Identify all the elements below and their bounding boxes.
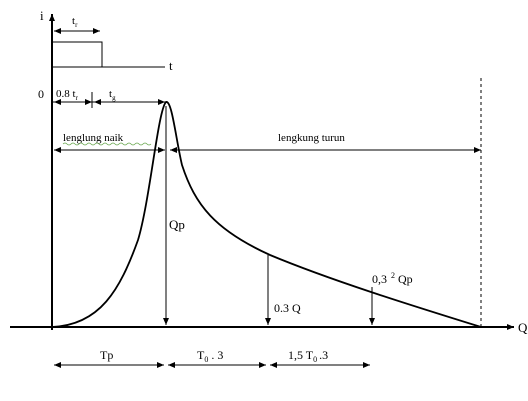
tp-label: Tp (100, 348, 113, 362)
rain-block (52, 41, 103, 67)
rising-limb-label: lenglung naik (63, 132, 124, 144)
hydrograph-curve (51, 101, 482, 328)
rising-limb-squiggle (62, 142, 152, 146)
tr-label: tr (72, 15, 78, 29)
peak-flow-label: Qp (169, 217, 185, 232)
q2-label: 0,3 2 Qp (372, 271, 413, 286)
tg-label: tg (109, 88, 116, 102)
falling-limb-label: lengkung turun (278, 132, 345, 144)
x-axis-label: Q (518, 320, 528, 335)
t15-label: 1,5 T0.3 (288, 348, 328, 364)
t03-label: T0. 3 (197, 348, 223, 364)
lag-label: 0.8 tr (56, 88, 79, 102)
q1-label: 0.3 Q (274, 301, 301, 315)
origin-label: 0 (38, 87, 44, 101)
rain-time-label: t (169, 58, 173, 73)
y-axis-label: i (40, 8, 44, 23)
